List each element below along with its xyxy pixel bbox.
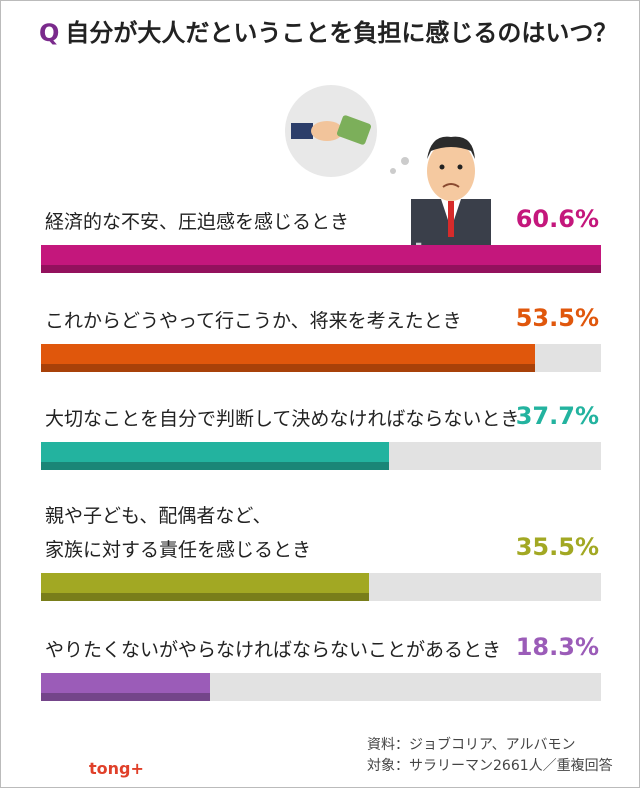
title-text: 自分が大人だということを負担に感じるのはいつ？	[65, 19, 618, 47]
bar	[41, 245, 601, 273]
bar	[41, 442, 390, 470]
category-label: 経済的な不安、圧迫感を感じるとき	[45, 211, 350, 233]
bar	[41, 673, 211, 701]
bar-shade	[41, 462, 390, 470]
logo: tong+	[89, 759, 144, 778]
bar-shade	[41, 693, 211, 701]
bar-shade	[41, 593, 370, 601]
category-label: やりたくないがやらなければならないことがあるとき	[45, 639, 502, 661]
category-label: これからどうやって行こうか、将来を考えたとき	[45, 310, 462, 332]
source-line: 対象：サラリーマン2661人／重複回答	[367, 758, 613, 774]
source-line: 資料：ジョブコリア、アルバモン	[367, 737, 576, 753]
bar	[41, 573, 370, 601]
category-label: 親や子ども、配偶者など、 家族に対する責任を感じるとき	[45, 505, 312, 561]
bar-track	[41, 673, 601, 701]
value-label: 18.3%	[515, 633, 599, 661]
bar-track	[41, 344, 601, 372]
bar-track	[41, 442, 601, 470]
value-label: 53.5%	[515, 304, 599, 332]
bar-shade	[41, 364, 536, 372]
value-label: 60.6%	[515, 205, 599, 233]
value-label: 35.5%	[515, 533, 599, 561]
bar	[41, 344, 536, 372]
title-marker: Q	[39, 19, 60, 47]
bar-track	[41, 573, 601, 601]
value-label: 37.7%	[515, 402, 599, 430]
category-label: 大切なことを自分で判断して決めなければならないとき	[45, 408, 520, 430]
bar-shade	[41, 265, 601, 273]
bar-track	[41, 245, 601, 273]
title: Q 自分が大人だということを負担に感じるのはいつ？	[39, 13, 617, 48]
illustration	[285, 85, 491, 249]
source: 資料：ジョブコリア、アルバモン 対象：サラリーマン2661人／重複回答	[367, 735, 613, 777]
